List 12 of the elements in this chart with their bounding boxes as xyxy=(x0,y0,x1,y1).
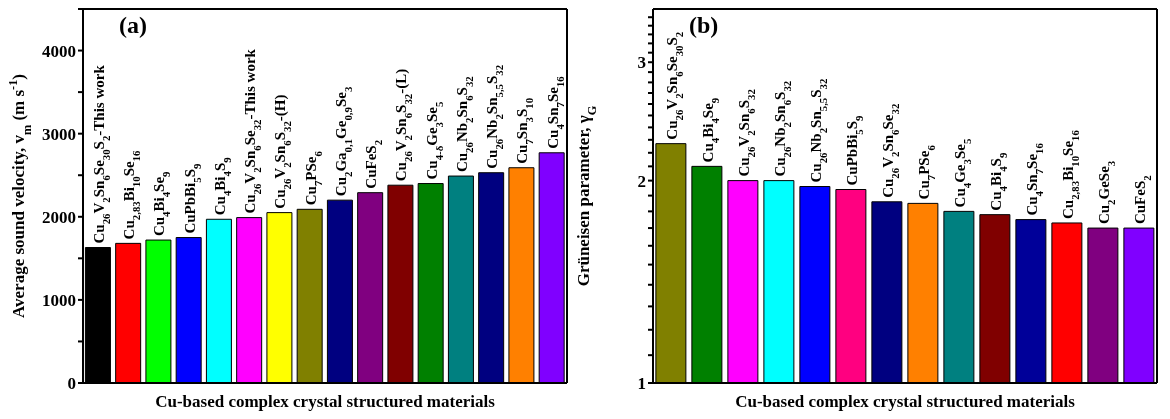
x-axis-title: Cu-based complex crystal structured materials xyxy=(155,392,496,411)
x-axis-title: Cu-based complex crystal structured materials xyxy=(735,392,1076,411)
y-tick-label: 4000 xyxy=(42,41,76,61)
y-tick-label: 2000 xyxy=(42,207,76,227)
y-tick-label: 1000 xyxy=(42,290,76,310)
y-tick-label: 0 xyxy=(67,374,76,394)
y-tick-label: 2 xyxy=(637,171,646,191)
chart-title: (b) xyxy=(689,12,719,39)
y-tick-label: 3000 xyxy=(42,124,76,144)
chart-title: (a) xyxy=(119,12,147,39)
y-tick-label: 1 xyxy=(637,374,646,394)
y-tick-label: 3 xyxy=(637,53,646,73)
